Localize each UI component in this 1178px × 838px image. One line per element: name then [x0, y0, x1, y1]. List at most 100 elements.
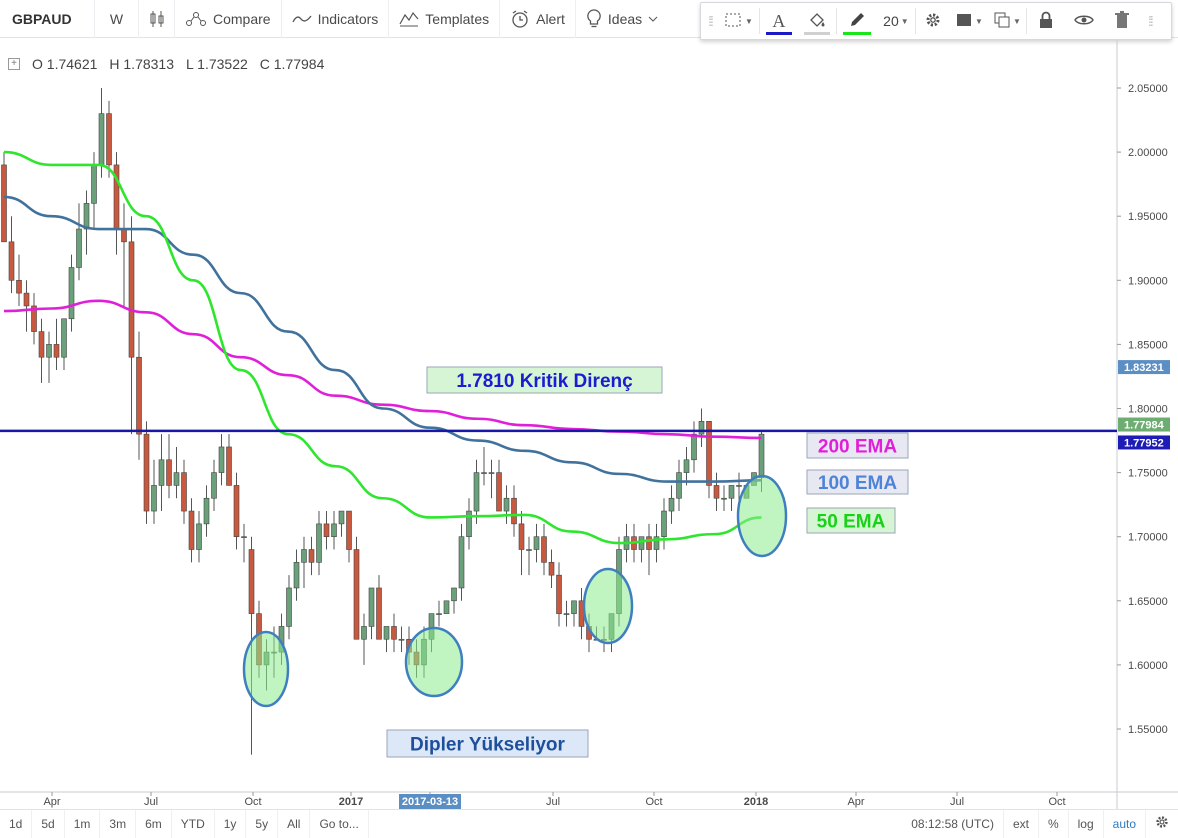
time-tick-label: Oct	[244, 796, 261, 808]
candle-body-down	[548, 562, 555, 576]
candle	[728, 485, 735, 512]
settings-button[interactable]	[916, 3, 950, 39]
candle	[353, 536, 360, 640]
alert-button[interactable]: Alert	[500, 0, 576, 38]
lock-button[interactable]	[1027, 3, 1065, 39]
chart-settings-button[interactable]	[1146, 810, 1178, 838]
indicators-label: Indicators	[317, 10, 379, 27]
templates-icon	[399, 11, 419, 27]
fill-color-swatch	[803, 32, 830, 35]
range-button-ytd[interactable]: YTD	[172, 809, 215, 838]
time-tick-label: Jul	[950, 796, 964, 808]
font-size-select[interactable]: 20 ▼	[877, 3, 915, 39]
delete-button[interactable]	[1103, 3, 1141, 39]
hide-button[interactable]	[1065, 3, 1103, 39]
time-tick-label: Jul	[144, 796, 158, 808]
range-button-1y[interactable]: 1y	[215, 809, 247, 838]
candle	[16, 254, 22, 306]
indicators-button[interactable]: Indicators	[282, 0, 390, 38]
candle-body-down	[233, 485, 240, 538]
symbol-search[interactable]: GBPAUD	[0, 0, 95, 38]
range-button-5d[interactable]: 5d	[32, 809, 65, 838]
candle-body-up	[158, 459, 165, 486]
ext-toggle[interactable]: ext	[1004, 809, 1039, 838]
ideas-button[interactable]: Ideas	[576, 0, 668, 38]
clock-display[interactable]: 08:12:58 (UTC)	[902, 809, 1004, 838]
candlestick-series	[1, 88, 765, 755]
line-color-button[interactable]	[837, 3, 877, 39]
drawing-properties-toolbar: ⁞⁞ ▼ A 20 ▼ ▼	[700, 2, 1172, 40]
goto-button[interactable]: Go to...	[310, 809, 369, 838]
candle-body-down	[106, 113, 112, 166]
candle	[691, 421, 697, 473]
candle	[226, 434, 232, 486]
candle-body-up	[383, 626, 390, 640]
percent-toggle[interactable]: %	[1039, 809, 1069, 838]
fill-color-button[interactable]	[798, 3, 836, 39]
price-marker-label: 1.83231	[1124, 362, 1164, 374]
interval-select[interactable]: W	[95, 0, 139, 38]
dashed-rect-icon	[725, 12, 743, 31]
range-button-5y[interactable]: 5y	[246, 809, 279, 838]
candle-body-up	[691, 433, 697, 461]
candle	[286, 575, 292, 640]
price-axis[interactable]: 2.05000 2.00000 1.95000 1.90000 1.85000 1.800…	[1117, 83, 1168, 736]
price-marker-bg	[1118, 435, 1170, 450]
price-chart[interactable]: 2.05000 2.00000 1.95000 1.90000 1.85000 1.800…	[0, 40, 1178, 809]
candle	[481, 446, 487, 486]
bottom-highlight-circle	[582, 567, 634, 645]
range-button-1m[interactable]: 1m	[65, 809, 101, 838]
clone-button[interactable]: ▼	[988, 3, 1026, 39]
candle-body-down	[143, 433, 150, 512]
caret-down-icon: ▼	[1012, 16, 1021, 26]
candle	[511, 485, 517, 537]
separator	[1025, 8, 1027, 34]
candle	[338, 510, 345, 537]
range-button-all[interactable]: All	[278, 809, 311, 838]
templates-button[interactable]: Templates	[389, 0, 501, 38]
candle-body-up	[211, 472, 217, 499]
drag-handle-icon[interactable]: ⁞⁞	[1148, 13, 1154, 29]
candle	[211, 459, 217, 512]
price-tick-label: 1.95000	[1128, 211, 1168, 223]
range-button-6m[interactable]: 6m	[136, 809, 172, 838]
candle-body-up	[758, 433, 765, 479]
candle-body-down	[188, 510, 195, 550]
caret-down-icon: ▼	[745, 16, 753, 26]
candle-body-down	[128, 241, 135, 358]
candle	[503, 485, 510, 524]
candle-body-up	[331, 523, 337, 538]
candle	[61, 318, 67, 371]
candle	[526, 536, 532, 576]
visibility-button[interactable]: ▼	[950, 3, 988, 39]
font-size-value: 20	[883, 13, 899, 29]
candle	[676, 459, 682, 512]
range-button-3m[interactable]: 3m	[100, 809, 137, 838]
candle-body-down	[181, 472, 187, 512]
candle	[661, 498, 667, 550]
chart-type-button[interactable]	[139, 0, 175, 38]
text-color-button[interactable]: A	[760, 3, 798, 39]
time-axis[interactable]: Apr Jul Oct 2017 2017-03-13 Jul Oct 2018 Apr Jul O…	[43, 792, 1066, 809]
compare-icon	[185, 10, 207, 28]
candle-body-up	[98, 113, 105, 166]
legend-toggle-icon[interactable]: +	[8, 58, 20, 70]
price-tick-label: 2.00000	[1128, 147, 1168, 159]
rectangle-fill-icon	[955, 12, 973, 31]
area-select-button[interactable]: ▼	[719, 3, 759, 39]
compare-button[interactable]: Compare	[175, 0, 282, 38]
text-color-swatch	[765, 32, 792, 35]
candle-body-up	[571, 600, 577, 614]
candle-body-down	[323, 523, 330, 538]
range-button-1d[interactable]: 1d	[0, 809, 33, 838]
drag-handle-icon[interactable]: ⁞⁞	[708, 13, 714, 29]
log-toggle[interactable]: log	[1069, 809, 1104, 838]
candle-body-up	[443, 600, 450, 614]
range-buttons: 1d 5d 1m 3m 6m YTD 1y 5y All	[0, 809, 311, 838]
candle	[173, 446, 180, 499]
candle	[128, 216, 135, 435]
candle-body-up	[293, 562, 300, 589]
auto-scale-toggle[interactable]: auto	[1104, 809, 1146, 838]
candles-icon	[149, 10, 165, 28]
price-axis-markers: 1.83231 1.77984 1.77952	[1118, 360, 1170, 450]
